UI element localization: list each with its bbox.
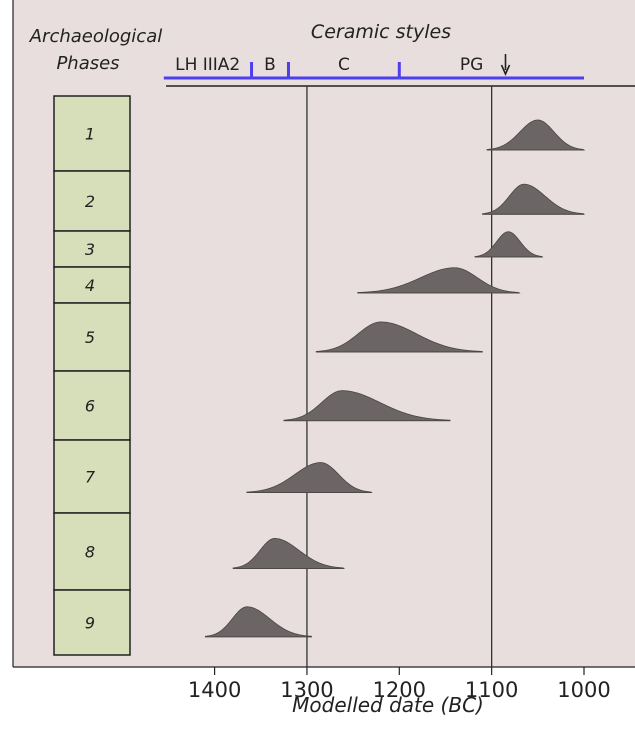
phases-header-line1: Archaeological: [29, 26, 163, 47]
phase-label-8: 8: [85, 543, 95, 562]
phase-label-7: 7: [85, 468, 96, 487]
x-tick-label-1000: 1000: [557, 678, 610, 702]
phase-8-distribution: [232, 538, 346, 569]
x-tick-label-1400: 1400: [188, 678, 241, 702]
phases-header-line2: Phases: [56, 53, 119, 74]
phase-2-distribution: [481, 183, 586, 215]
phase-box-8: [53, 512, 131, 591]
phase-1-distribution: [486, 119, 586, 151]
phase-3-distribution: [474, 231, 544, 258]
phase-label-5: 5: [85, 328, 95, 347]
ceramic-label-1: B: [264, 55, 276, 75]
phase-6-distribution: [283, 390, 451, 422]
phase-box-5: [53, 302, 131, 372]
x-tick-label-1100: 1100: [465, 678, 518, 702]
phase-label-1: 1: [85, 125, 95, 144]
ceramic-label-0: LH IIIA2: [175, 55, 240, 75]
x-tick-label-1200: 1200: [373, 678, 426, 702]
phase-label-4: 4: [85, 276, 95, 295]
ceramic-styles-bar: LH IIIA2 B C PG: [163, 54, 584, 80]
phase-4-distribution: [357, 267, 521, 294]
phase-boxes: 1 2 3 4 5 6 7 8 9: [53, 95, 131, 656]
ceramic-styles-header: Ceramic styles: [311, 21, 451, 43]
x-tick-label-1300: 1300: [280, 678, 333, 702]
phase-box-2: [53, 170, 131, 232]
phase-box-4: [53, 266, 131, 304]
phase-label-6: 6: [85, 397, 95, 416]
pg-arrow-head: [500, 64, 511, 76]
phase-9-distribution: [204, 606, 313, 638]
phase-5-distribution: [315, 321, 484, 353]
phase-label-3: 3: [85, 240, 95, 259]
x-axis-ticks: 1400 1300 1200 1100 1000: [188, 667, 611, 702]
reference-lines: [306, 86, 493, 667]
phase-7-distribution: [246, 462, 373, 493]
distributions: [204, 119, 586, 638]
x-axis-label: Modelled date (BC): [292, 693, 484, 717]
phase-box-1: [53, 95, 131, 172]
phase-label-2: 2: [85, 192, 95, 211]
phase-box-9: [53, 589, 131, 656]
ceramic-label-2: C: [338, 55, 350, 75]
phase-box-3: [53, 230, 131, 268]
phase-box-7: [53, 439, 131, 514]
ceramic-label-3: PG: [460, 55, 483, 75]
phase-label-9: 9: [85, 614, 95, 633]
